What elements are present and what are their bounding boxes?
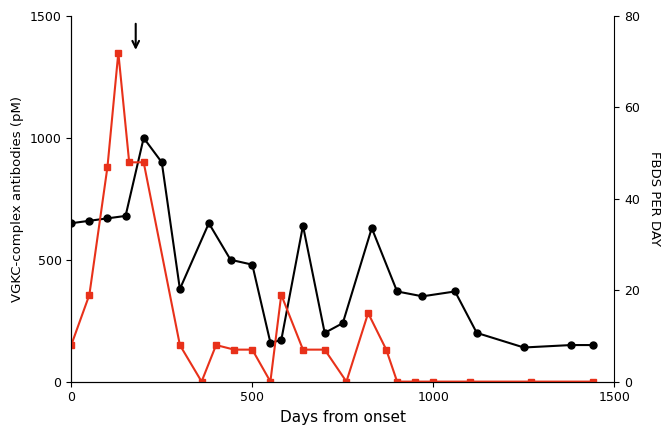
Y-axis label: FBDS PER DAY: FBDS PER DAY [648, 151, 661, 246]
X-axis label: Days from onset: Days from onset [280, 410, 406, 425]
Y-axis label: VGKC-complex antibodies (pM): VGKC-complex antibodies (pM) [11, 96, 24, 302]
